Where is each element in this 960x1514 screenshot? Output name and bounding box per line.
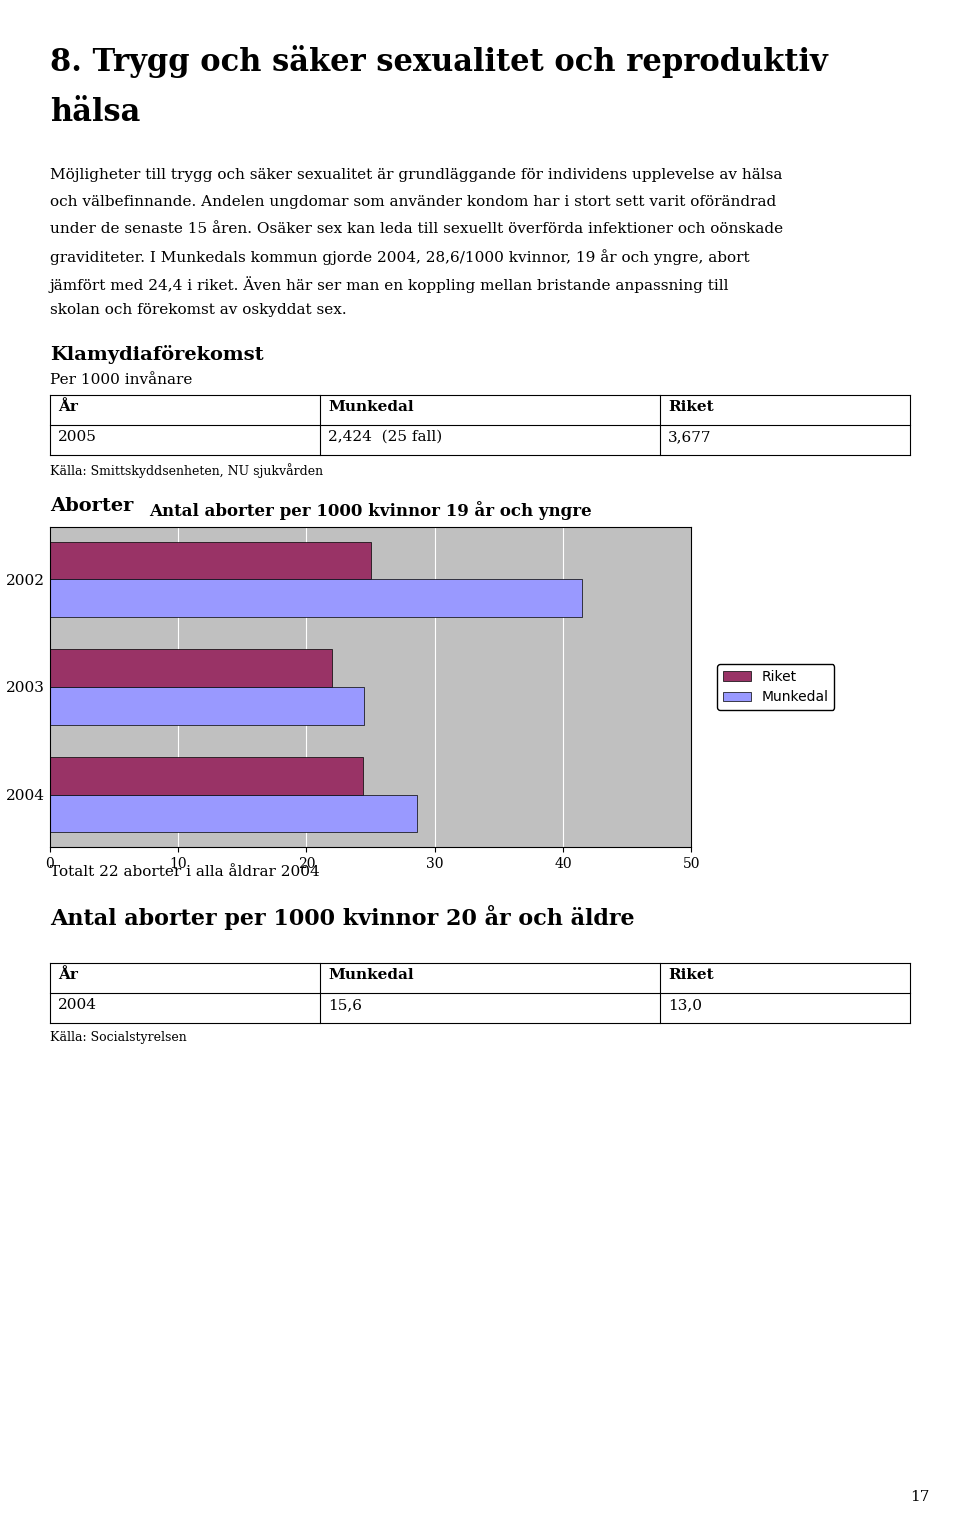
Text: Källa: Smittskyddsenheten, NU sjukvården: Källa: Smittskyddsenheten, NU sjukvården [50,463,324,478]
Text: Munkedal: Munkedal [328,967,414,983]
Text: jämfört med 24,4 i riket. Även här ser man en koppling mellan bristande anpassni: jämfört med 24,4 i riket. Även här ser m… [50,276,730,292]
Text: Klamydiaförekomst: Klamydiaförekomst [50,345,264,363]
Text: hälsa: hälsa [50,97,140,129]
Bar [50,687,364,725]
Text: 8. Trygg och säker sexualitet och reproduktiv: 8. Trygg och säker sexualitet och reprod… [50,45,828,79]
Text: Munkedal: Munkedal [328,400,414,413]
Text: 13,0: 13,0 [668,998,702,1011]
Text: Riket: Riket [668,967,713,983]
Text: 15,6: 15,6 [328,998,362,1011]
Text: Källa: Socialstyrelsen: Källa: Socialstyrelsen [50,1031,187,1045]
Bar [50,757,363,795]
Bar [50,795,417,833]
Title: Antal aborter per 1000 kvinnor 19 år och yngre: Antal aborter per 1000 kvinnor 19 år och… [150,501,592,519]
Text: Möjligheter till trygg och säker sexualitet är grundläggande för individens uppl: Möjligheter till trygg och säker sexuali… [50,168,782,182]
Legend: Riket, Munkedal: Riket, Munkedal [717,665,834,710]
Text: 2,424  (25 fall): 2,424 (25 fall) [328,430,443,444]
Text: och välbefinnande. Andelen ungdomar som använder kondom har i stort sett varit o: och välbefinnande. Andelen ungdomar som … [50,195,777,209]
Bar [50,580,582,618]
Text: År: År [58,400,78,413]
Text: Aborter: Aborter [50,497,133,515]
Text: 17: 17 [911,1490,930,1503]
Text: Totalt 22 aborter i alla åldrar 2004: Totalt 22 aborter i alla åldrar 2004 [50,864,320,880]
Text: skolan och förekomst av oskyddat sex.: skolan och förekomst av oskyddat sex. [50,303,347,316]
Bar [50,650,332,687]
Text: 2004: 2004 [58,998,97,1011]
Text: under de senaste 15 åren. Osäker sex kan leda till sexuellt överförda infektione: under de senaste 15 åren. Osäker sex kan… [50,223,783,236]
Text: Riket: Riket [668,400,713,413]
Text: Per 1000 invånare: Per 1000 invånare [50,372,192,388]
Text: Antal aborter per 1000 kvinnor 20 år och äldre: Antal aborter per 1000 kvinnor 20 år och… [50,905,635,930]
Text: 2005: 2005 [58,430,97,444]
Bar [50,542,371,580]
Text: År: År [58,967,78,983]
Text: graviditeter. I Munkedals kommun gjorde 2004, 28,6/1000 kvinnor, 19 år och yngre: graviditeter. I Munkedals kommun gjorde … [50,248,750,265]
Text: 3,677: 3,677 [668,430,711,444]
